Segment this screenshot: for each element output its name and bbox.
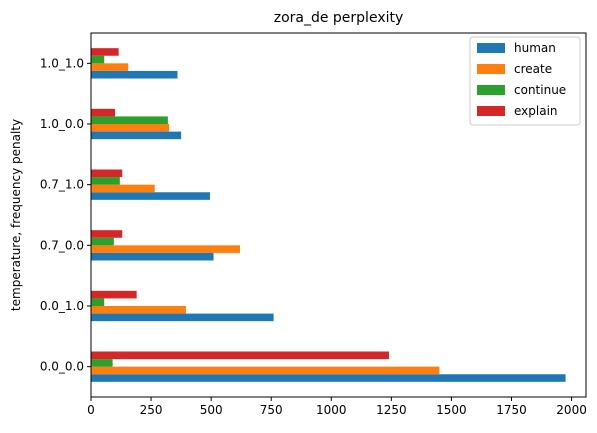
bar-continue-1-0-0-0 xyxy=(91,116,168,124)
bar-human-0-0-0-0 xyxy=(91,374,566,382)
x-tick-label: 500 xyxy=(200,403,223,417)
x-tick-label: 2000 xyxy=(556,403,587,417)
bar-explain-0-0-0-0 xyxy=(91,351,389,360)
legend-swatch-create xyxy=(477,64,505,74)
bar-explain-0-7-0-0 xyxy=(91,230,123,238)
legend-frame xyxy=(469,36,581,126)
x-tick-label: 250 xyxy=(140,403,163,417)
x-axis: 0 250 500 750 1000 1250 1500 1750 2000 xyxy=(87,397,587,417)
legend-label-create: create xyxy=(514,62,552,76)
bar-continue-0-0-1-0 xyxy=(91,298,105,306)
bar-human-0-7-1-0 xyxy=(91,192,210,200)
bar-human-0-7-0-0 xyxy=(91,252,214,261)
bar-create-1-0-0-0 xyxy=(91,124,170,132)
bar-create-0-0-0-0 xyxy=(91,366,440,375)
y-axis: 0.0_0.0 0.0_1.0 0.7_0.0 0.7_1.0 1.0_0.0 1.0_1… xyxy=(40,56,91,374)
x-tick-label: 1750 xyxy=(496,403,527,417)
legend-swatch-human xyxy=(477,43,505,53)
chart-title: zora_de perplexity xyxy=(274,10,404,26)
bar-explain-1-0-1-0 xyxy=(91,48,119,56)
legend-label-continue: continue xyxy=(514,83,566,97)
bar-explain-0-7-1-0 xyxy=(91,169,123,178)
bar-human-1-0-0-0 xyxy=(91,131,182,140)
bar-continue-0-7-0-0 xyxy=(91,237,114,246)
bar-explain-1-0-0-0 xyxy=(91,108,116,117)
bar-continue-1-0-1-0 xyxy=(91,55,105,64)
legend-label-human: human xyxy=(514,41,556,55)
y-tick-label: 0.0_0.0 xyxy=(40,360,84,374)
bar-explain-0-0-1-0 xyxy=(91,290,137,299)
x-tick-label: 1000 xyxy=(316,403,347,417)
y-tick-label: 0.0_1.0 xyxy=(40,299,84,313)
legend: human create continue explain xyxy=(469,36,581,126)
bars-layer xyxy=(91,48,566,382)
y-axis-label: temperature, frequency penalty xyxy=(9,119,23,311)
legend-swatch-explain xyxy=(477,106,505,116)
y-tick-label: 1.0_1.0 xyxy=(40,56,84,70)
bar-create-0-0-1-0 xyxy=(91,306,186,314)
x-tick-label: 1500 xyxy=(436,403,467,417)
y-tick-label: 0.7_1.0 xyxy=(40,178,84,192)
x-tick-label: 0 xyxy=(87,403,95,417)
x-tick-label: 1250 xyxy=(376,403,407,417)
x-tick-label: 750 xyxy=(260,403,283,417)
y-tick-label: 0.7_0.0 xyxy=(40,238,84,252)
bar-human-0-0-1-0 xyxy=(91,313,274,322)
bar-create-0-7-0-0 xyxy=(91,245,240,253)
legend-swatch-continue xyxy=(477,85,505,95)
plot-area-frame xyxy=(90,32,587,398)
bar-human-1-0-1-0 xyxy=(91,70,178,79)
bar-create-0-7-1-0 xyxy=(91,184,155,193)
bar-continue-0-0-0-0 xyxy=(91,359,113,367)
legend-label-explain: explain xyxy=(514,104,558,118)
y-tick-label: 1.0_0.0 xyxy=(40,117,84,131)
bar-create-1-0-1-0 xyxy=(91,63,129,71)
bar-continue-0-7-1-0 xyxy=(91,177,120,185)
